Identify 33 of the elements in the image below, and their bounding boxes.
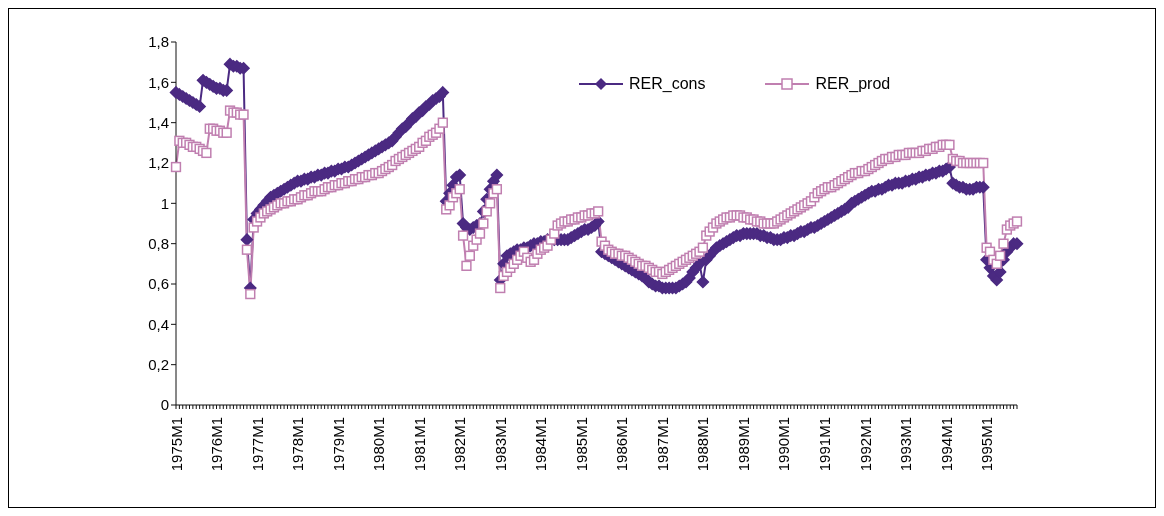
y-tick-label: 0,8	[148, 234, 169, 252]
y-tick-label: 0,4	[148, 315, 169, 333]
x-tick-label: 1982M1	[451, 417, 469, 472]
x-tick-label: 1993M1	[897, 417, 915, 472]
y-tick-label: 1,4	[148, 113, 169, 131]
y-tick-label: 1,8	[148, 33, 169, 51]
x-tick-label: 1980M1	[370, 417, 388, 472]
x-tick-label: 1991M1	[815, 417, 833, 472]
x-tick-label: 1986M1	[613, 417, 631, 472]
legend-label: RER_prod	[815, 75, 891, 93]
x-tick-label: 1978M1	[289, 417, 307, 472]
y-tick-label: 0,2	[148, 355, 169, 373]
x-tick-label: 1992M1	[856, 417, 874, 472]
x-tick-label: 1984M1	[532, 417, 550, 472]
y-tick-label: 1	[160, 194, 169, 212]
x-tick-label: 1987M1	[653, 417, 671, 472]
x-tick-label: 1976M1	[208, 417, 226, 472]
x-tick-label: 1995M1	[978, 417, 996, 472]
x-tick-label: 1975M1	[167, 417, 185, 472]
x-tick-label: 1981M1	[410, 417, 428, 472]
x-tick-label: 1977M1	[248, 417, 266, 472]
x-tick-label: 1990M1	[775, 417, 793, 472]
y-tick-label: 0,6	[148, 275, 169, 293]
x-tick-label: 1983M1	[491, 417, 509, 472]
x-tick-label: 1985M1	[572, 417, 590, 472]
legend-label: RER_cons	[629, 75, 706, 93]
x-tick-label: 1988M1	[694, 417, 712, 472]
x-tick-label: 1979M1	[329, 417, 347, 472]
x-tick-label: 1994M1	[937, 417, 955, 472]
y-tick-label: 1,2	[148, 154, 169, 172]
x-tick-label: 1989M1	[734, 417, 752, 472]
y-tick-label: 1,6	[148, 73, 169, 91]
y-tick-label: 0	[160, 396, 169, 414]
